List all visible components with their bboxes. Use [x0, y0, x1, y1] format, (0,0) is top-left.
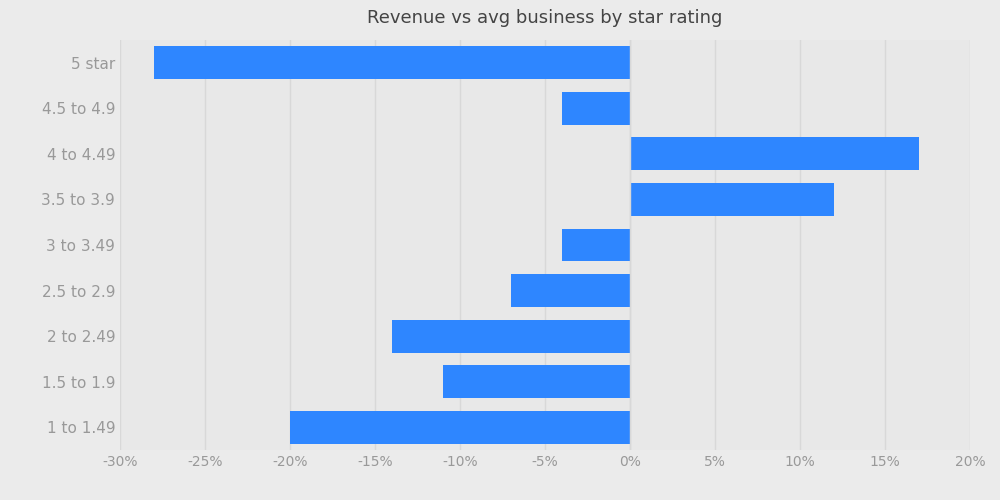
- Bar: [443, 366, 630, 398]
- Bar: [511, 274, 630, 307]
- Bar: [562, 92, 630, 124]
- Title: Revenue vs avg business by star rating: Revenue vs avg business by star rating: [367, 10, 723, 28]
- Bar: [562, 228, 630, 262]
- Bar: [630, 183, 834, 216]
- Bar: [154, 46, 630, 79]
- Bar: [290, 411, 630, 444]
- Bar: [392, 320, 630, 352]
- Bar: [630, 138, 919, 170]
